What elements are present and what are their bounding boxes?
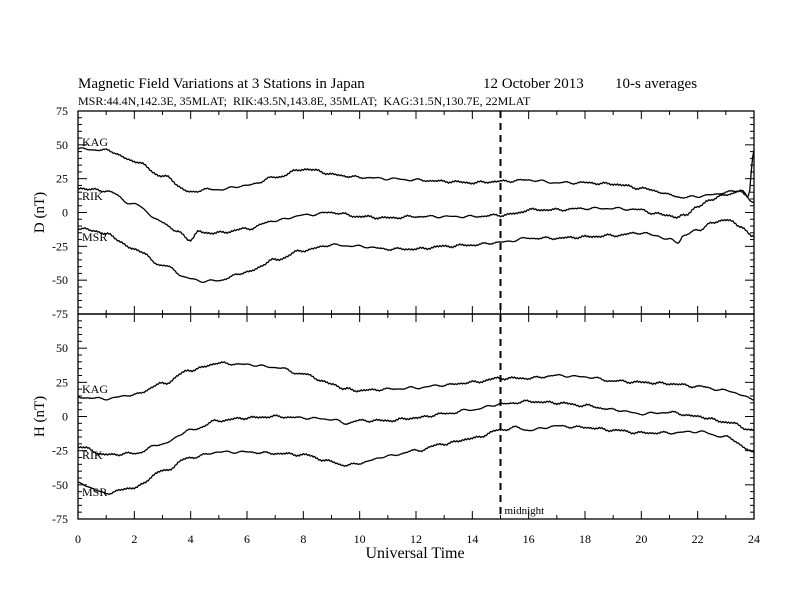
x-tick-label: 8: [300, 532, 306, 546]
chart-title: Magnetic Field Variations at 3 Stations …: [78, 76, 365, 92]
x-tick-label: 20: [635, 532, 647, 546]
x-tick-label: 6: [244, 532, 250, 546]
x-tick-label: 22: [692, 532, 704, 546]
series-line-msr: [77, 218, 755, 284]
y-tick-label: 25: [56, 375, 68, 389]
x-tick-label: 0: [75, 532, 81, 546]
y-tick-label: -75: [52, 512, 68, 526]
series-line-rik: [77, 399, 755, 457]
y-axis-label: D (nT): [32, 192, 48, 233]
series-label-kag: KAG: [82, 382, 108, 396]
panel-frame-1: [77, 313, 755, 520]
series-line-msr: [77, 424, 755, 496]
series-line-kag: [77, 147, 755, 199]
series-label-rik: RIK: [82, 448, 103, 462]
x-tick-label: 24: [748, 532, 760, 546]
series-line-kag: [77, 361, 755, 401]
series-label-msr: MSR: [82, 230, 107, 244]
series-label-rik: RIK: [82, 189, 103, 203]
y-tick-label: 0: [62, 206, 68, 220]
panel-frame-0: [77, 110, 755, 315]
x-tick-label: 14: [466, 532, 478, 546]
x-tick-label: 16: [523, 532, 535, 546]
x-tick-label: 2: [131, 532, 137, 546]
y-tick-label: -25: [52, 239, 68, 253]
y-tick-label: 50: [56, 341, 68, 355]
y-tick-label: -75: [52, 307, 68, 321]
chart-date: 12 October 2013: [483, 76, 584, 92]
y-tick-label: 50: [56, 138, 68, 152]
series-label-kag: KAG: [82, 135, 108, 149]
midnight-marker-label: midnight: [505, 505, 545, 517]
chart-subtitle: MSR:44.4N,142.3E, 35MLAT; RIK:43.5N,143.…: [78, 94, 531, 108]
series-label-msr: MSR: [82, 485, 107, 499]
series-line-rik: [77, 187, 755, 242]
x-tick-label: 4: [188, 532, 194, 546]
x-axis-label: Universal Time: [365, 545, 464, 562]
chart-averaging: 10-s averages: [615, 76, 697, 92]
x-tick-label: 12: [410, 532, 422, 546]
panels-group: 75 50 25 0 -25 -50 -75 D (nT) KAG RIK MSR 50 25 0 -25 -…: [32, 104, 755, 526]
y-tick-label: -50: [52, 478, 68, 492]
x-tick-label: 18: [579, 532, 591, 546]
y-tick-label: 0: [62, 410, 68, 424]
y-tick-label: 25: [56, 172, 68, 186]
y-tick-label: -50: [52, 273, 68, 287]
x-tick-label: 10: [354, 532, 366, 546]
y-tick-label: -25: [52, 444, 68, 458]
y-axis-label: H (nT): [32, 396, 48, 437]
y-tick-label: 75: [56, 104, 68, 118]
